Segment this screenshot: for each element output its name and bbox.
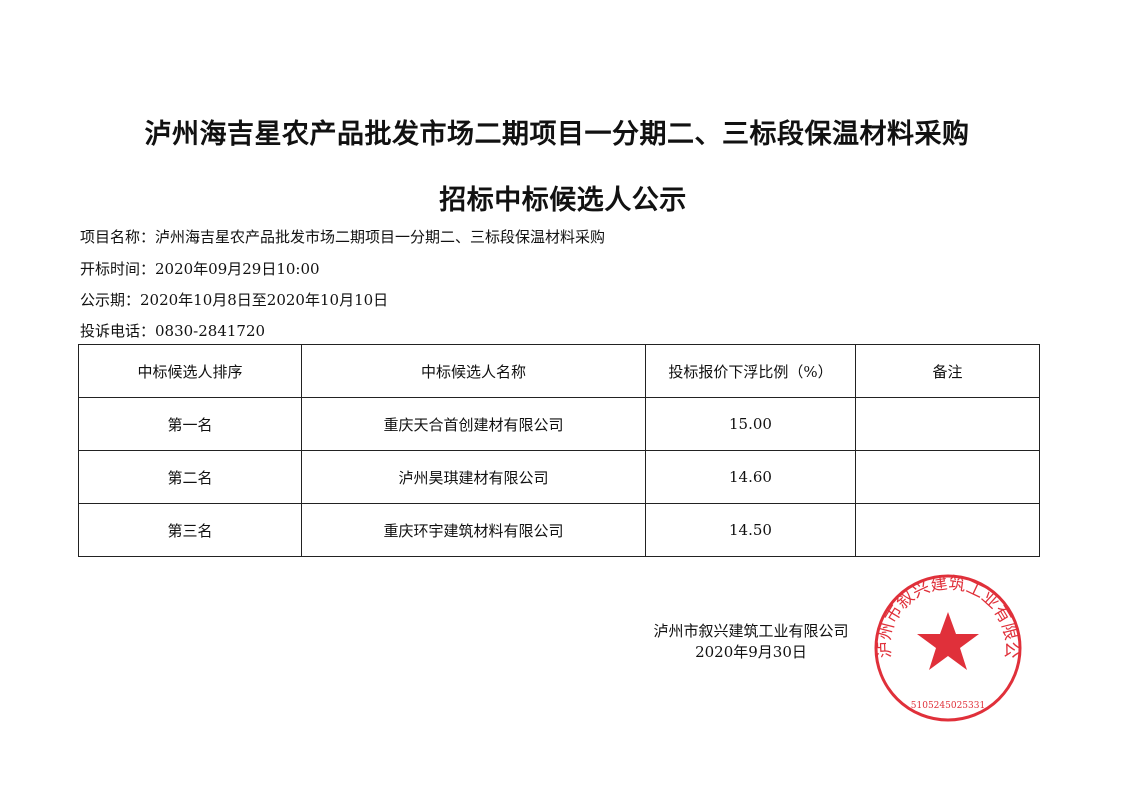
table-header-row: 中标候选人排序 中标候选人名称 投标报价下浮比例（%） 备注 [78, 344, 1040, 398]
star-icon [917, 612, 979, 670]
signature-block: 泸州市叙兴建筑工业有限公司 2020年9月30日 [646, 620, 856, 662]
header-rank: 中标候选人排序 [78, 344, 302, 398]
document-title: 泸州海吉星农产品批发市场二期项目一分期二、三标段保温材料采购 [144, 119, 970, 150]
cell-remark [855, 397, 1040, 451]
project-name: 项目名称：泸州海吉星农产品批发市场二期项目一分期二、三标段保温材料采购 [80, 228, 606, 246]
table-row: 第一名 重庆天合首创建材有限公司 15.00 [78, 397, 1040, 451]
cell-rank: 第一名 [78, 397, 302, 451]
cell-discount: 14.60 [645, 450, 856, 504]
cell-name: 泸州昊琪建材有限公司 [301, 450, 646, 504]
cell-remark [855, 503, 1040, 557]
header-name: 中标候选人名称 [301, 344, 646, 398]
cell-name: 重庆环宇建筑材料有限公司 [301, 503, 646, 557]
signature-company: 泸州市叙兴建筑工业有限公司 [653, 622, 849, 640]
cell-discount: 15.00 [645, 397, 856, 451]
publicity-period: 公示期：2020年10月8日至2020年10月10日 [80, 291, 389, 309]
cell-discount: 14.50 [645, 503, 856, 557]
document-subtitle: 招标中标候选人公示 [439, 185, 687, 216]
cell-name: 重庆天合首创建材有限公司 [301, 397, 646, 451]
company-seal: 泸州市叙兴建筑工业有限公司 5105245025331 [872, 572, 1022, 722]
table-row: 第二名 泸州昊琪建材有限公司 14.60 [78, 450, 1040, 504]
candidates-table: 中标候选人排序 中标候选人名称 投标报价下浮比例（%） 备注 第一名 重庆天合首… [78, 344, 1040, 557]
cell-rank: 第二名 [78, 450, 302, 504]
cell-remark [855, 450, 1040, 504]
seal-number: 5105245025331 [911, 701, 985, 711]
cell-rank: 第三名 [78, 503, 302, 557]
table-row: 第三名 重庆环宇建筑材料有限公司 14.50 [78, 503, 1040, 557]
complaint-phone: 投诉电话：0830-2841720 [80, 322, 266, 340]
header-discount: 投标报价下浮比例（%） [645, 344, 856, 398]
signature-date: 2020年9月30日 [695, 643, 807, 661]
bid-opening-time: 开标时间：2020年09月29日10:00 [80, 260, 320, 278]
header-remark: 备注 [855, 344, 1040, 398]
